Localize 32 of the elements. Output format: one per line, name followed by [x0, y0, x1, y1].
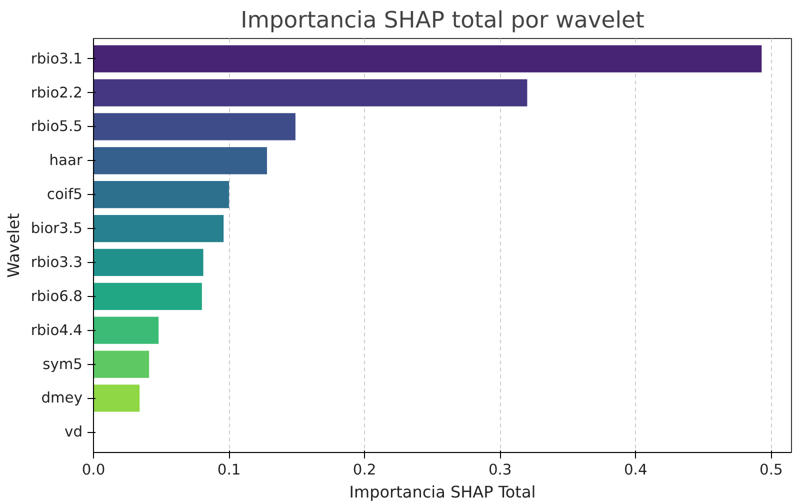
y-tick-label: dmey: [41, 390, 83, 407]
x-tick-label: 0.5: [760, 462, 783, 478]
bar: [94, 350, 150, 378]
y-tick-label: bior3.5: [30, 220, 83, 238]
x-tick-label: 0.2: [352, 462, 376, 478]
y-tick-label: haar: [49, 152, 84, 170]
chart-title: Importancia SHAP total por wavelet: [240, 8, 644, 34]
y-tick-label: rbio6.8: [30, 288, 83, 305]
bar: [94, 248, 204, 276]
bar: [94, 79, 528, 106]
y-tick-label: sym5: [42, 356, 83, 373]
bar: [94, 384, 140, 412]
bar: [94, 282, 202, 310]
y-tick-label: rbio3.1: [30, 50, 83, 68]
y-tick-label: vd: [64, 424, 83, 441]
y-tick-label: coif5: [46, 186, 83, 204]
y-tick-label: rbio2.2: [30, 84, 83, 102]
x-tick-label: 0.1: [217, 462, 241, 478]
x-tick-label: 0.4: [624, 462, 648, 478]
y-tick-label: rbio5.5: [30, 118, 83, 136]
bar: [94, 214, 224, 242]
bar: [94, 45, 762, 72]
x-tick-label: 0.0: [82, 462, 106, 478]
bar: [94, 181, 230, 208]
bar: [94, 113, 296, 140]
x-axis-title: Importancia SHAP Total: [349, 482, 536, 502]
y-axis-title: Wavelet: [4, 213, 23, 278]
y-tick-label: rbio4.4: [30, 322, 83, 339]
bar: [94, 316, 159, 344]
bar: [94, 147, 267, 174]
x-tick-label: 0.3: [488, 462, 512, 478]
y-tick-label: rbio3.3: [30, 254, 83, 271]
